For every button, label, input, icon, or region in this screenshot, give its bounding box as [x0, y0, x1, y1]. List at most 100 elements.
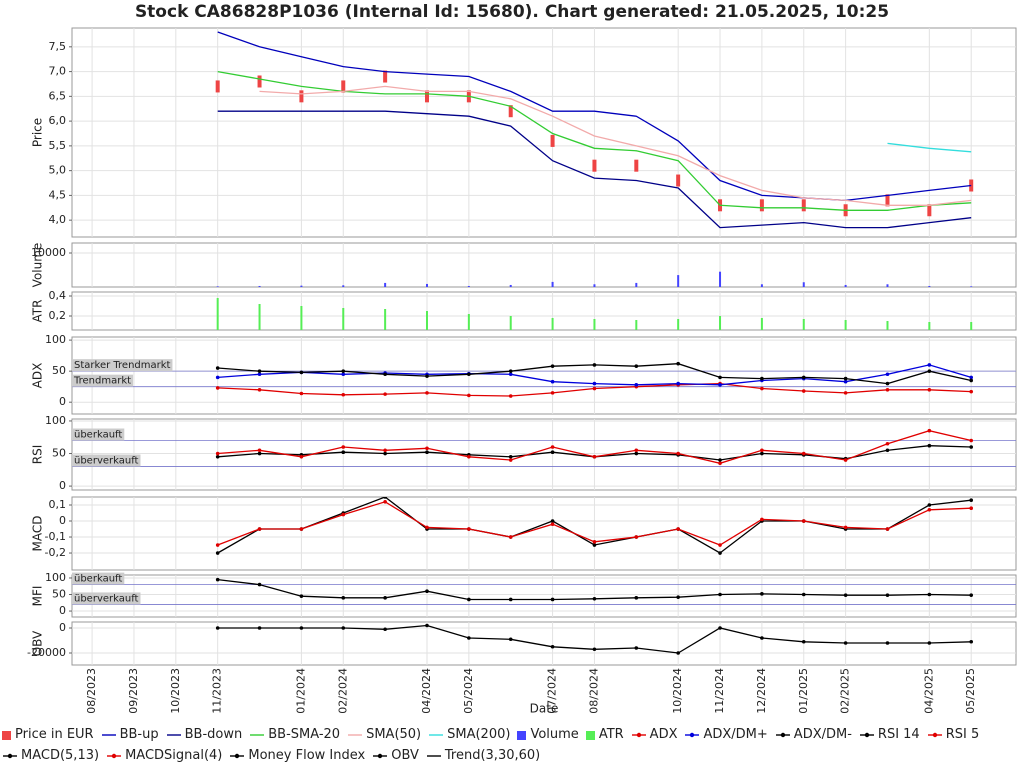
point — [215, 626, 220, 630]
point — [969, 375, 974, 380]
point — [885, 527, 890, 531]
point — [508, 597, 513, 602]
legend-marker — [517, 730, 527, 740]
bar — [384, 282, 387, 287]
legend-item: Volume — [517, 724, 579, 745]
point — [718, 383, 722, 387]
bar — [802, 282, 805, 287]
bar — [342, 308, 345, 330]
y-axis-label: RSI — [31, 445, 45, 465]
point — [467, 527, 471, 531]
y-axis-label: Volume — [31, 243, 45, 288]
point — [592, 597, 597, 601]
bar — [593, 319, 596, 330]
point — [760, 636, 764, 640]
x-tick-label: 01/2024 — [294, 668, 307, 714]
series-group — [215, 497, 974, 555]
point — [592, 454, 597, 459]
point — [885, 593, 890, 597]
candle — [508, 105, 513, 118]
bar — [551, 281, 554, 287]
point — [508, 458, 513, 462]
point — [760, 448, 764, 453]
point — [843, 593, 848, 597]
point — [508, 454, 513, 459]
point — [801, 639, 806, 644]
candle — [341, 80, 346, 93]
y-tick-label: 50 — [52, 588, 66, 601]
series-line — [887, 142, 972, 153]
bar — [886, 321, 889, 330]
bar — [509, 316, 512, 330]
legend-item: BB-down — [166, 724, 242, 745]
point — [718, 458, 722, 462]
point — [299, 594, 304, 598]
point — [634, 383, 639, 387]
point — [760, 376, 764, 381]
point — [801, 375, 806, 380]
series-group — [215, 428, 974, 466]
point — [299, 527, 304, 531]
series-group — [215, 623, 974, 655]
legend-item: MACD(5,13) — [2, 745, 99, 766]
bar — [509, 284, 512, 287]
point — [927, 641, 932, 645]
legend-marker — [250, 733, 265, 736]
point — [592, 543, 597, 547]
point — [341, 369, 346, 373]
y-tick-label: 100 — [45, 414, 66, 427]
legend-item: OBV — [372, 745, 419, 766]
point — [550, 644, 555, 649]
series-group — [215, 361, 974, 398]
chart-title: Stock CA86828P1036 (Internal Id: 15680).… — [135, 2, 889, 22]
legend-item: ATR — [585, 724, 624, 745]
y-tick-label: 4,0 — [49, 213, 67, 226]
point — [801, 451, 806, 456]
legend-item: ADX/DM- — [775, 724, 852, 745]
legend-label: BB-up — [119, 727, 159, 742]
point — [969, 378, 974, 383]
bar — [635, 282, 638, 287]
y-tick-label: 0 — [59, 395, 66, 408]
point — [592, 386, 597, 391]
legend-label: Money Flow Index — [248, 748, 366, 763]
legend-marker — [230, 753, 245, 758]
bar — [467, 314, 470, 330]
x-tick-label: 08/2024 — [587, 668, 600, 714]
bar — [593, 284, 596, 287]
bar — [300, 306, 303, 330]
point — [383, 596, 387, 600]
point — [718, 551, 722, 555]
point — [760, 592, 764, 596]
bar — [970, 286, 973, 287]
point — [508, 372, 513, 377]
point — [927, 369, 932, 373]
reference-label: überkauft — [74, 574, 122, 585]
point — [299, 370, 304, 375]
y-tick-label: 4,5 — [49, 188, 67, 201]
point — [425, 374, 429, 378]
bar — [677, 275, 680, 287]
point — [969, 593, 974, 597]
point — [508, 369, 513, 373]
series-group — [216, 298, 973, 330]
legend-item: BB-SMA-20 — [249, 724, 340, 745]
point — [425, 446, 429, 451]
bar — [886, 284, 889, 287]
panel: 0,2 0,4 ATR — [31, 289, 1017, 331]
point — [467, 372, 471, 377]
point — [969, 506, 974, 511]
y-tick-label: -0,2 — [45, 546, 66, 559]
x-tick-label: 05/2025 — [964, 668, 977, 714]
panel: 4,0 4,5 5,0 5,5 6,0 6,5 7,0 7,5 Price — [31, 27, 1017, 238]
candle — [927, 204, 932, 217]
point — [425, 623, 429, 628]
point — [969, 389, 974, 394]
legend-label: ATR — [598, 727, 624, 742]
x-tick-label: 01/2025 — [797, 668, 810, 714]
point — [843, 391, 848, 395]
bar — [342, 285, 345, 287]
legend-label: RSI 5 — [945, 727, 980, 742]
reference-label-bg — [72, 428, 125, 441]
